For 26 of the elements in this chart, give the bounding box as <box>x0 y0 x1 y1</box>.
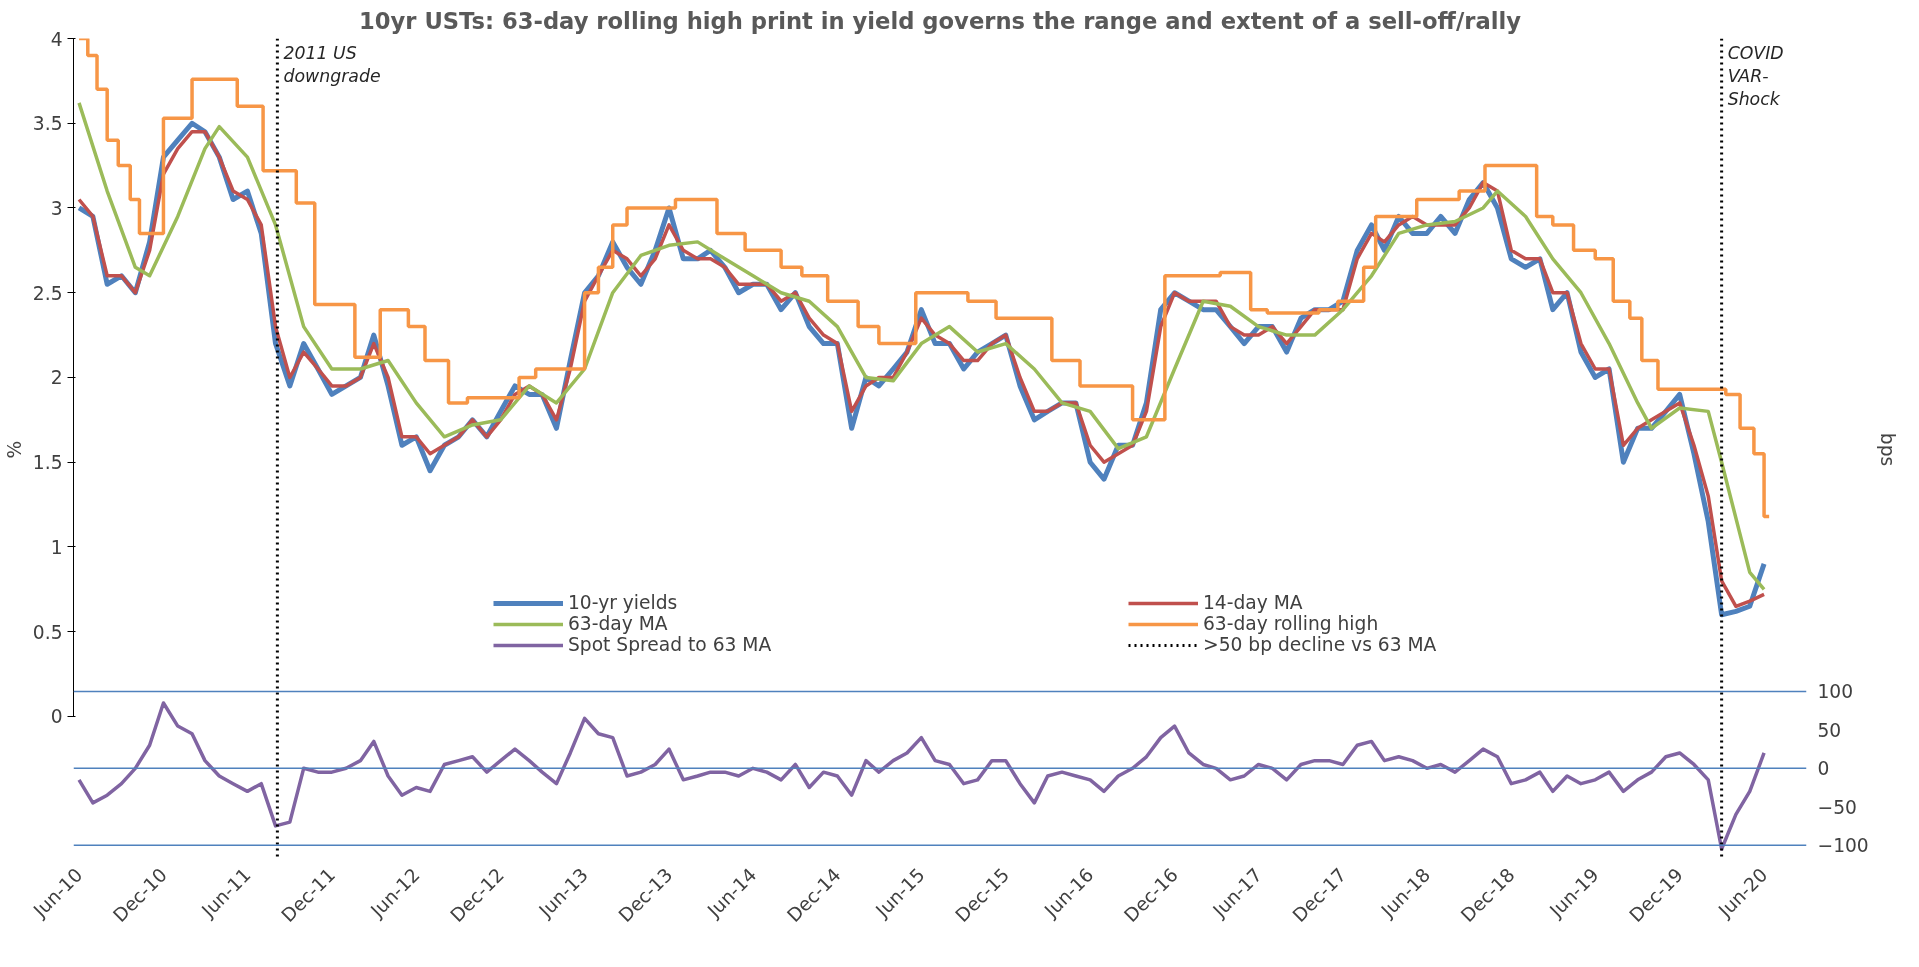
y-tick-label: 2.5 <box>32 282 63 304</box>
y2-tick-label: 0 <box>1817 758 1830 780</box>
chart-title: 10yr USTs: 63-day rolling high print in yield governs the range and extent of a sell-off/rally <box>359 7 1522 34</box>
annotation: COVID VAR- Shock <box>1727 42 1784 109</box>
y-tick-label: 0 <box>50 706 63 728</box>
y-tick-label: 1 <box>50 536 63 558</box>
y2-tick-label: 100 <box>1817 681 1854 703</box>
legend-label: 63-day MA <box>568 613 669 634</box>
y-tick-label: 0.5 <box>32 621 63 643</box>
y-tick-label: 2 <box>50 367 63 389</box>
y-axis-title: % <box>3 440 25 459</box>
y-tick-label: 1.5 <box>32 452 63 474</box>
legend-label: >50 bp decline vs 63 MA <box>1203 634 1438 655</box>
y-tick-label: 3.5 <box>32 113 63 135</box>
legend-label: 10-yr yields <box>568 592 679 613</box>
legend-label: 14-day MA <box>1203 592 1304 613</box>
y2-tick-label: −100 <box>1817 835 1869 857</box>
y-tick-label: 4 <box>50 28 63 50</box>
y2-tick-label: −50 <box>1817 796 1857 818</box>
y-tick-label: 3 <box>50 197 63 219</box>
y2-tick-label: 50 <box>1817 719 1842 741</box>
annotation: 2011 US downgrade <box>283 42 381 86</box>
legend-label: Spot Spread to 63 MA <box>568 634 773 655</box>
legend-label: 63-day rolling high <box>1203 613 1380 634</box>
y2-axis-title: bps <box>1876 432 1898 467</box>
line-series <box>77 701 1766 851</box>
